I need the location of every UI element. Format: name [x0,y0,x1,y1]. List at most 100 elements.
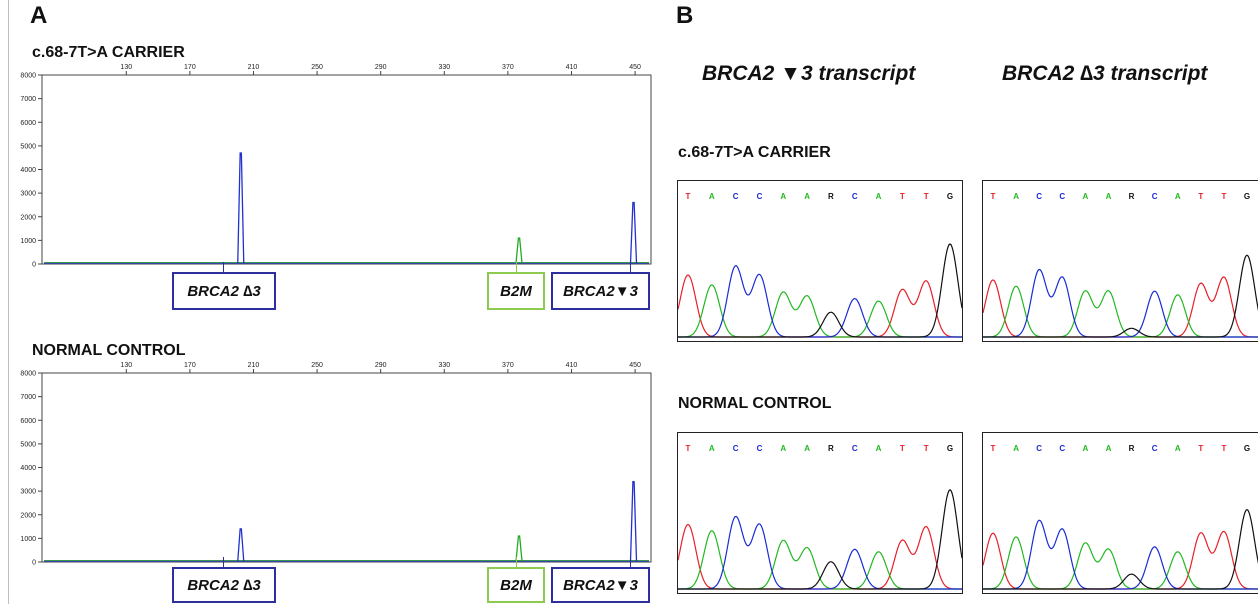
fragment-analysis-chart-carrier: 130 170 210 250 290 330 370 410 450 0 1000 2000 3000… [20,64,652,269]
trace-G [678,243,962,338]
base-call: A [804,192,810,201]
base-call: C [852,192,858,201]
peak-label-brca2-delta3: BRCA2 ∆3 [172,567,276,603]
connector-line [630,557,631,569]
trace-G [983,254,1258,338]
x-tick-label: 250 [311,64,323,71]
base-call: A [1082,444,1088,453]
base-call: T [991,192,996,201]
base-call: C [757,444,763,453]
y-tick-label: 1000 [20,536,36,543]
base-call: T [1221,192,1226,201]
connector-line [516,262,517,274]
plot-frame [41,74,652,265]
x-tick-label: 370 [502,362,514,369]
trace-A [678,530,962,590]
base-call: T [1198,444,1203,453]
panel-b-letter: B [676,2,694,29]
base-call: T [686,444,691,453]
base-call: A [1175,444,1181,453]
base-call: A [1175,192,1181,201]
x-tick-label: 290 [375,362,387,369]
base-call: R [1129,192,1135,201]
peak-label-brca2-delta3: BRCA2 ∆3 [172,272,276,310]
fragment-analysis-chart-normal: 130 170 210 250 290 330 370 410 450 0 1000 2000 3000… [20,362,652,567]
x-tick-label: 370 [502,64,514,71]
base-call: C [1036,192,1042,201]
column-title-ins3: BRCA2 ▼3 transcript [702,62,916,85]
row-title-carrier: c.68-7T>A CARRIER [678,144,831,161]
base-call: A [1082,192,1088,201]
base-call: C [1152,444,1158,453]
base-call: C [1059,192,1065,201]
base-call: A [876,444,882,453]
y-tick-label: 6000 [20,418,36,425]
x-tick-label: 290 [375,64,387,71]
base-call: C [733,444,739,453]
x-tick-label: 170 [184,362,196,369]
base-call: R [828,192,834,201]
base-call: C [1152,192,1158,201]
y-tick-label: 3000 [20,489,36,496]
base-call: T [924,444,929,453]
base-call: T [900,192,905,201]
row-title-normal: NORMAL CONTROL [678,395,832,412]
trace-G [678,489,962,590]
base-call: A [1013,444,1019,453]
trace-G [983,508,1258,590]
peak [237,152,245,264]
base-call: A [1106,444,1112,453]
base-call: G [947,444,953,453]
peak-label-brca2-ins3: BRCA2▼3 [551,567,650,603]
y-tick-label: 4000 [20,167,36,174]
y-tick-label: 1000 [20,238,36,245]
y-tick-label: 0 [32,262,36,269]
peak [515,237,523,264]
column-title-delta3: BRCA2 ∆3 transcript [1002,62,1208,85]
base-call: C [757,192,763,201]
base-call: T [900,444,905,453]
base-call: T [924,192,929,201]
base-call: A [1013,192,1019,201]
x-tick-label: 130 [120,64,132,71]
y-tick-label: 3000 [20,191,36,198]
base-call: A [876,192,882,201]
x-tick-label: 210 [248,64,260,71]
trace-C [983,268,1258,338]
base-call: T [991,444,996,453]
base-call: C [852,444,858,453]
connector-line [223,262,224,274]
base-call: C [733,192,739,201]
plot-frame [41,372,652,563]
y-tick-label: 6000 [20,120,36,127]
y-tick-label: 8000 [20,371,36,378]
x-tick-label: 170 [184,64,196,71]
peak [237,528,245,562]
base-call: R [1129,444,1135,453]
y-tick-label: 2000 [20,214,36,221]
peak [629,201,638,264]
x-tick-label: 410 [566,362,578,369]
x-tick-label: 130 [120,362,132,369]
base-call: C [1036,444,1042,453]
peak-label-brca2-ins3: BRCA2▼3 [551,272,650,310]
y-tick-label: 7000 [20,96,36,103]
panel-separator [8,0,9,604]
peak-label-b2m: B2M [487,567,545,603]
peak [515,535,523,562]
peak-label-b2m: B2M [487,272,545,310]
base-call: T [1221,444,1226,453]
y-tick-label: 8000 [20,73,36,80]
y-tick-label: 5000 [20,143,36,150]
connector-line [516,557,517,569]
panel-a-letter: A [30,2,48,29]
y-tick-label: 4000 [20,465,36,472]
base-call: R [828,444,834,453]
x-tick-label: 330 [438,362,450,369]
base-call: C [1059,444,1065,453]
base-call: G [1244,444,1250,453]
x-tick-label: 250 [311,362,323,369]
